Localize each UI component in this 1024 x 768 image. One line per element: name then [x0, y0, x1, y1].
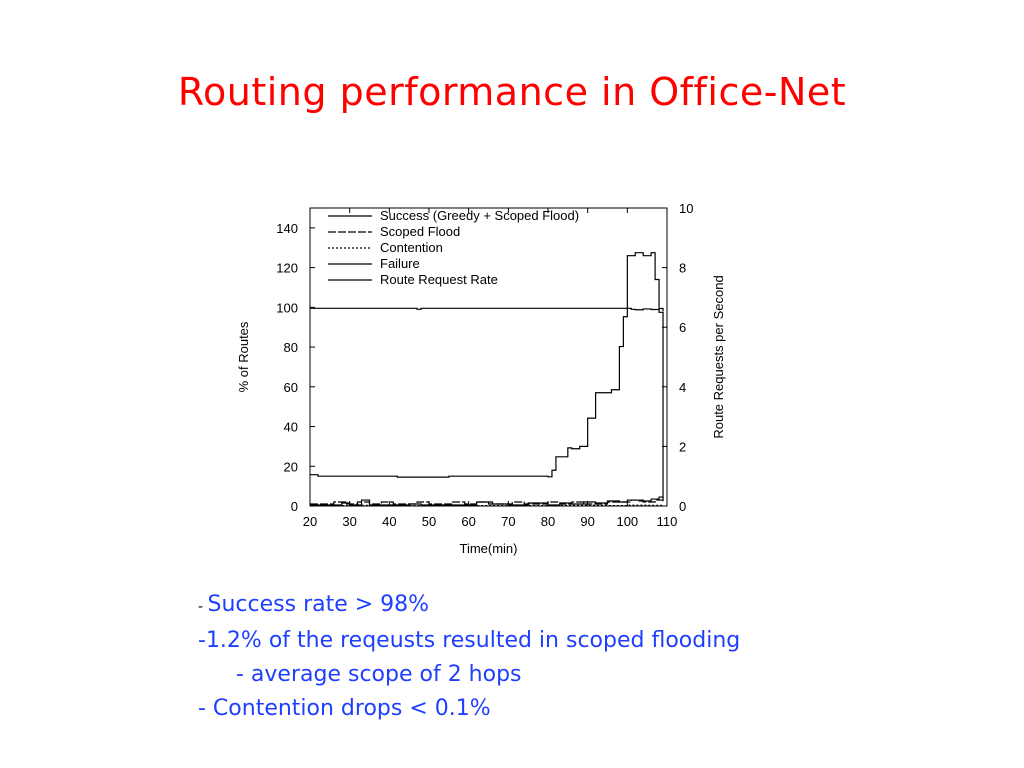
x-axis-label: Time(min) — [459, 541, 517, 556]
route-request-rate-line — [310, 252, 664, 501]
y-tick-label: 0 — [291, 499, 298, 514]
y-tick-label: 120 — [276, 261, 298, 276]
x-tick-label: 100 — [616, 514, 638, 529]
y2-tick-label: 0 — [679, 499, 686, 514]
x-tick-label: 30 — [342, 514, 356, 529]
y-tick-label: 60 — [284, 380, 298, 395]
bullet-text: Success rate > 98% — [207, 592, 430, 617]
x-tick-label: 80 — [541, 514, 555, 529]
bullet-text: -1.2% of the reqeusts resulted in scoped… — [198, 628, 741, 653]
legend-entry: Success (Greedy + Scoped Flood) — [380, 208, 579, 223]
legend-entry: Contention — [380, 240, 443, 255]
plot-frame — [309, 207, 668, 507]
x-tick-label: 50 — [422, 514, 436, 529]
bullet-prefix: - — [198, 599, 208, 615]
x-tick-label: 70 — [501, 514, 515, 529]
slide-title: Routing performance in Office-Net — [177, 70, 847, 114]
y2-tick-label: 4 — [679, 380, 686, 395]
y-tick-label: 40 — [284, 420, 298, 435]
y-tick-label: 140 — [276, 221, 298, 236]
contention-line — [310, 504, 664, 507]
y-tick-label: 100 — [276, 300, 298, 315]
legend-entry: Scoped Flood — [380, 224, 460, 239]
bullet-item-average-scope: - average scope of 2 hops — [198, 658, 740, 692]
bullet-item-success-rate: - Success rate > 98% — [198, 588, 740, 624]
legend-entry: Route Request Rate — [380, 272, 498, 287]
x-tick-label: 20 — [303, 514, 317, 529]
legend-entry: Failure — [380, 256, 420, 271]
y2-axis-label: Route Requests per Second — [711, 275, 726, 438]
x-tick-label: 90 — [580, 514, 594, 529]
bullet-text: - Contention drops < 0.1% — [198, 696, 491, 721]
x-tick-label: 60 — [461, 514, 475, 529]
chart: 20 30 40 50 60 70 80 90 100 110020406080100120140… — [236, 201, 726, 556]
bullet-list: - Success rate > 98% -1.2% of the reqeus… — [198, 588, 740, 726]
failure-line — [310, 496, 664, 506]
y2-tick-label: 6 — [679, 320, 686, 335]
bullet-item-contention-drops: - Contention drops < 0.1% — [198, 692, 740, 726]
y-tick-label: 20 — [284, 459, 298, 474]
x-tick-label: 110 — [657, 514, 678, 529]
y2-tick-label: 10 — [679, 201, 693, 216]
bullet-text: - average scope of 2 hops — [236, 662, 522, 687]
bullet-item-scoped-flooding: -1.2% of the reqeusts resulted in scoped… — [198, 624, 740, 658]
y-axis-label: % of Routes — [236, 321, 251, 392]
y2-tick-label: 2 — [679, 439, 686, 454]
success-line — [310, 307, 664, 312]
y2-tick-label: 8 — [679, 261, 686, 276]
y-tick-label: 80 — [284, 340, 298, 355]
x-tick-label: 40 — [382, 514, 396, 529]
